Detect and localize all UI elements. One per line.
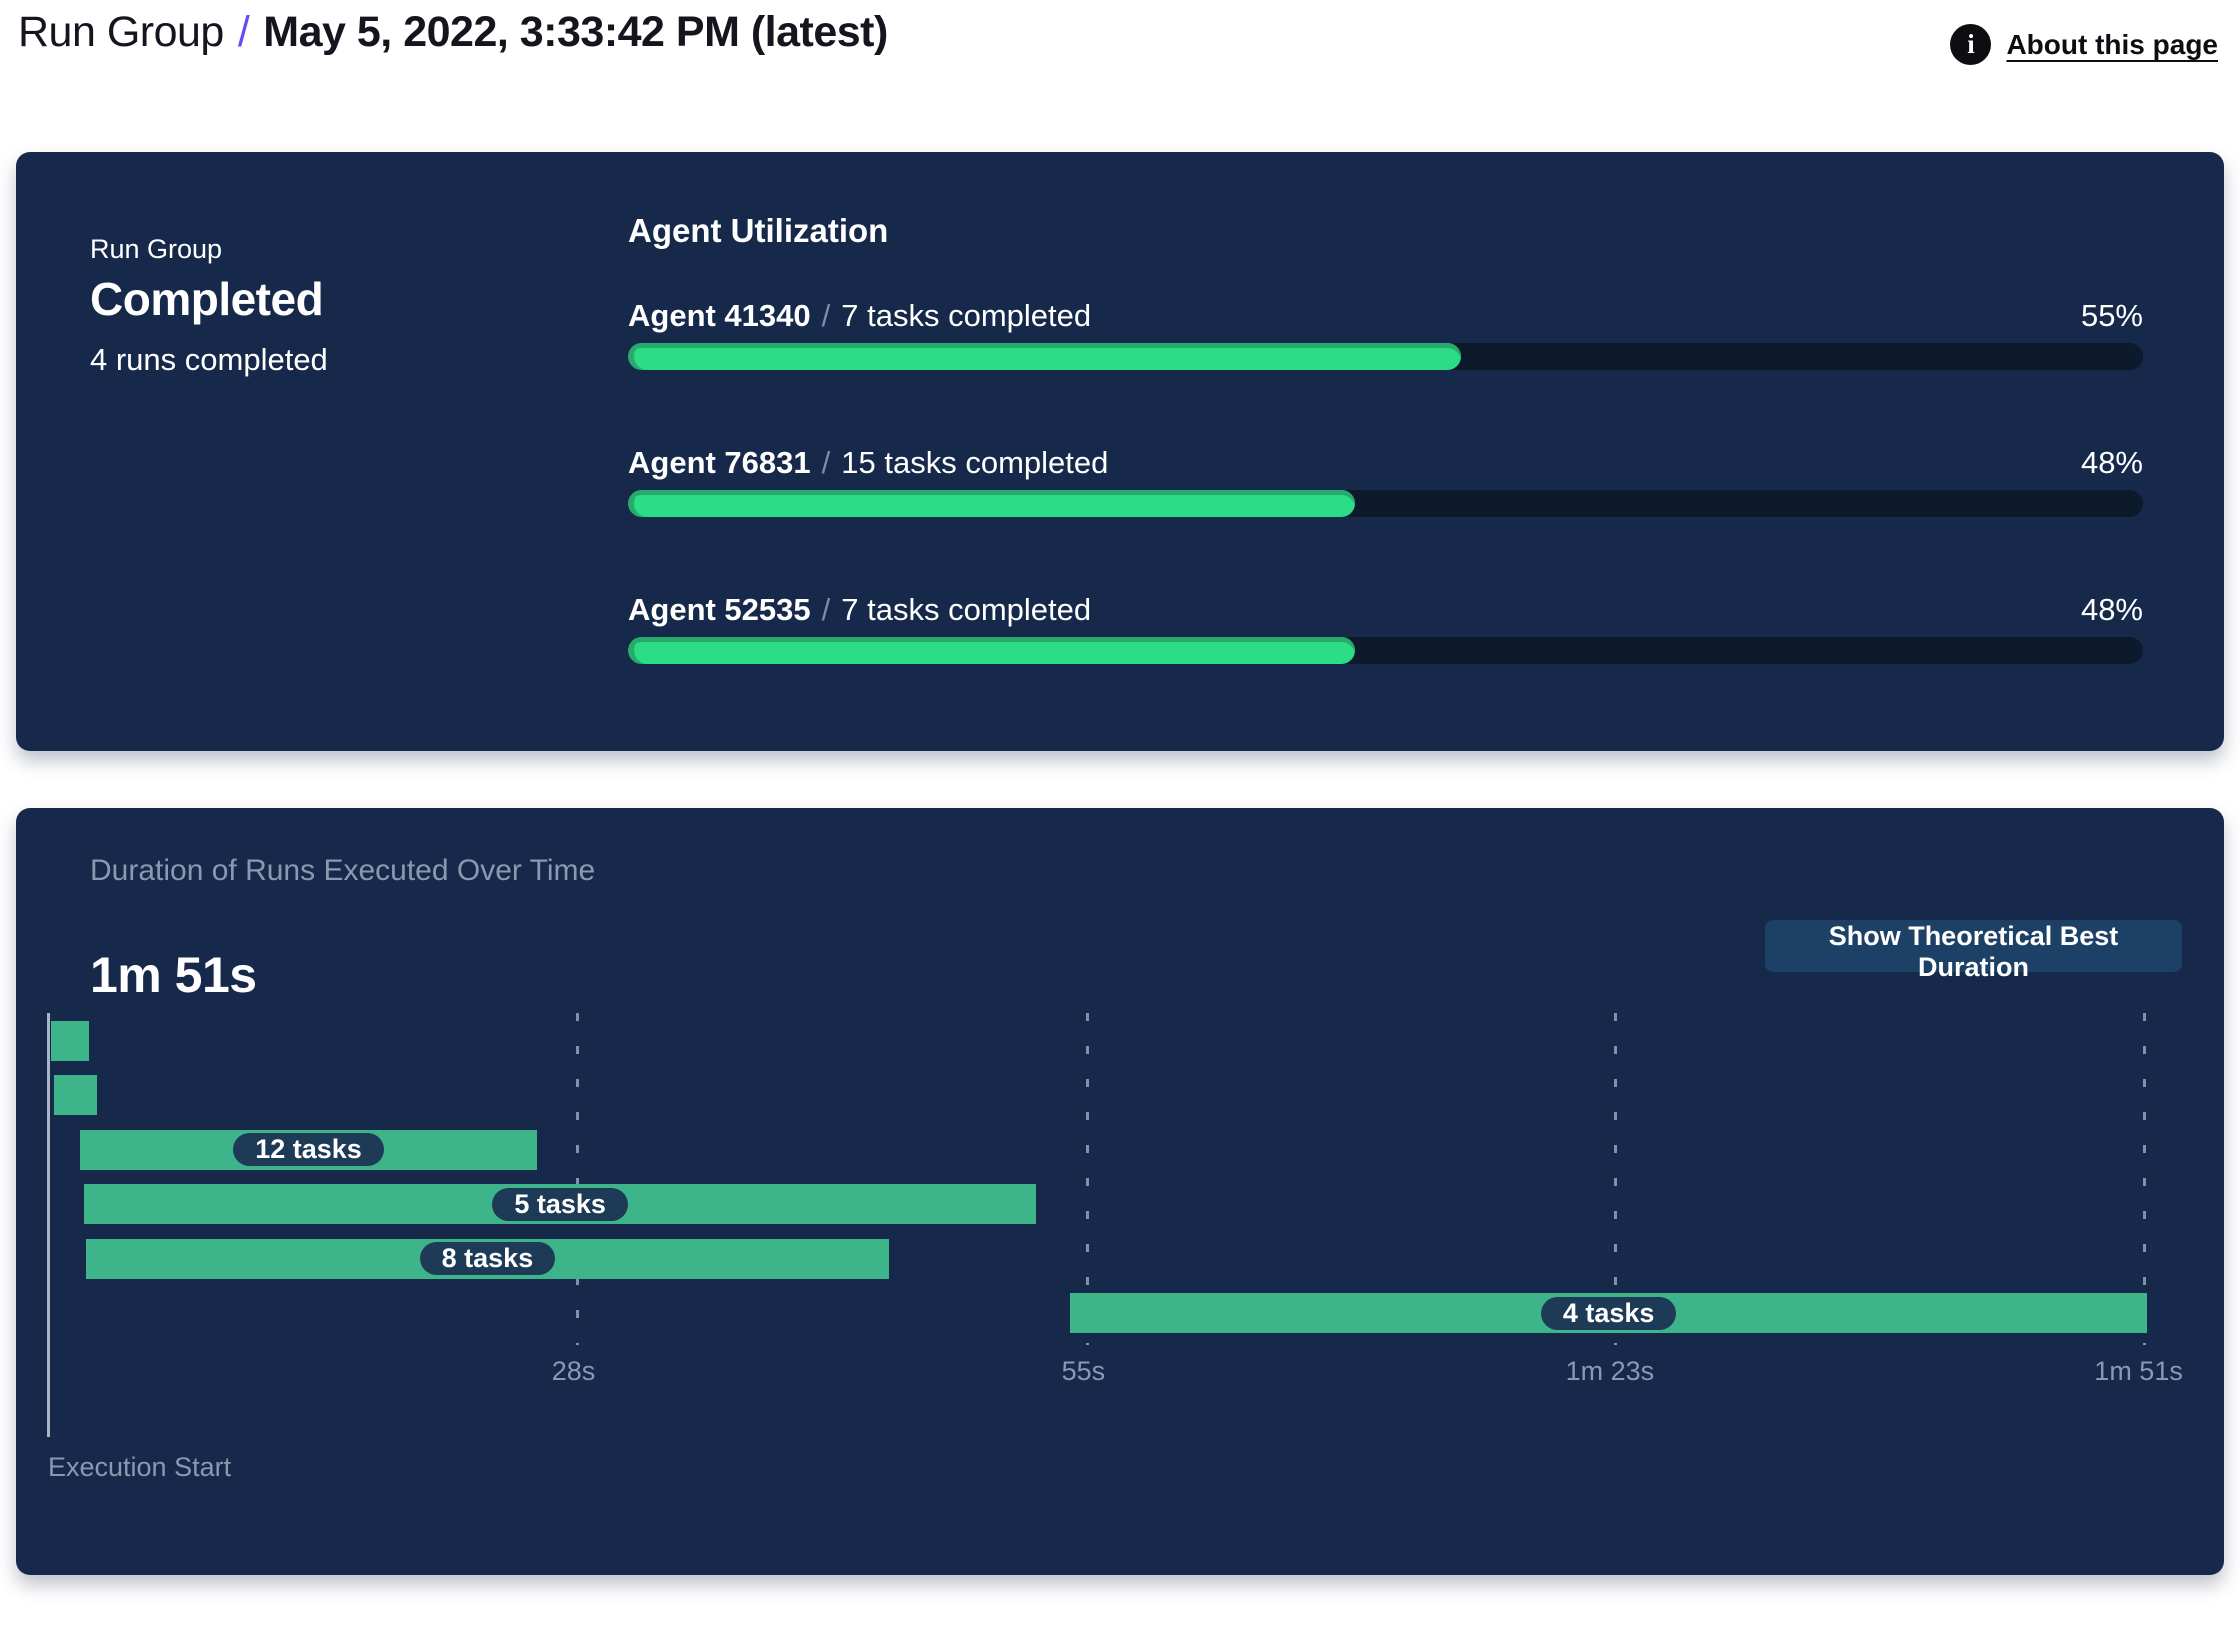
agent-name: Agent 76831 [628, 445, 811, 480]
gantt-bar[interactable] [50, 1021, 89, 1061]
agent-row: Agent 41340 / 7 tasks completed 55% [628, 298, 2143, 370]
progress-track [628, 343, 2143, 370]
tick-label: 55s [1061, 1356, 1106, 1386]
tick-label: 28s [551, 1356, 596, 1386]
agent-label-line: Agent 76831 / 15 tasks completed 48% [628, 445, 2143, 486]
gantt-bar[interactable] [53, 1075, 98, 1116]
task-count-badge: 4 tasks [1540, 1296, 1677, 1330]
agent-label-line: Agent 52535 / 7 tasks completed 48% [628, 592, 2143, 633]
tick-label: 1m 51s [2094, 1356, 2183, 1386]
about-this-page-link[interactable]: i About this page [1950, 24, 2218, 65]
about-link-label: About this page [2006, 28, 2218, 60]
agent-row: Agent 76831 / 15 tasks completed 48% [628, 445, 2143, 517]
run-group-label: Run Group [90, 234, 223, 264]
run-group-summary-panel: Run Group Completed 4 runs completed Age… [16, 152, 2224, 751]
chart-axis-line [47, 1013, 50, 1437]
run-timestamp-title: May 5, 2022, 3:33:42 PM (latest) [263, 8, 888, 56]
page-header: Run Group / May 5, 2022, 3:33:42 PM (lates… [0, 0, 2240, 90]
duration-chart-subtitle: Duration of Runs Executed Over Time [90, 854, 596, 887]
task-count-badge: 12 tasks [233, 1133, 384, 1167]
agent-name: Agent 41340 [628, 298, 811, 333]
gridline [1614, 1013, 1618, 1345]
info-icon: i [1950, 24, 1992, 65]
total-duration-value: 1m 51s [90, 947, 257, 1003]
progress-fill [628, 343, 1462, 370]
task-count-badge: 8 tasks [419, 1242, 556, 1276]
run-group-status: Completed [90, 273, 324, 325]
agent-tasks-completed: 7 tasks completed [841, 592, 1092, 627]
progress-fill [628, 490, 1356, 517]
agent-label-line: Agent 41340 / 7 tasks completed 55% [628, 298, 2143, 339]
duration-panel: Duration of Runs Executed Over Time 1m 5… [16, 808, 2224, 1575]
agent-separator: / [821, 445, 831, 480]
runs-completed-count: 4 runs completed [90, 342, 328, 377]
gantt-bar[interactable]: 4 tasks [1070, 1293, 2147, 1333]
agent-utilization-percent: 48% [2080, 445, 2143, 480]
agent-separator: / [821, 592, 831, 627]
gantt-bar[interactable]: 12 tasks [80, 1129, 537, 1170]
gridline [2143, 1013, 2146, 1345]
task-count-badge: 5 tasks [492, 1187, 628, 1221]
breadcrumb-run-group[interactable]: Run Group [18, 8, 224, 56]
gantt-bar[interactable]: 5 tasks [83, 1184, 1037, 1225]
execution-start-label: Execution Start [48, 1452, 232, 1482]
gantt-chart: 28s 55s 1m 23s 1m 51s 12 tasks 5 tasks 8 tasks… [16, 808, 2224, 1575]
show-theoretical-best-duration-button[interactable]: Show Theoretical Best Duration [1765, 920, 2182, 982]
progress-track [628, 490, 2143, 517]
progress-track [628, 637, 2143, 664]
gantt-bar[interactable]: 8 tasks [85, 1238, 890, 1279]
agent-separator: / [821, 298, 831, 333]
page-title: Run Group / May 5, 2022, 3:33:42 PM (lates… [18, 8, 888, 57]
tick-label: 1m 23s [1565, 1356, 1655, 1386]
gridline [575, 1013, 579, 1345]
agent-tasks-completed: 15 tasks completed [841, 445, 1109, 480]
agent-name: Agent 52535 [628, 592, 811, 627]
agent-utilization-title: Agent Utilization [628, 212, 889, 249]
agent-row: Agent 52535 / 7 tasks completed 48% [628, 592, 2143, 664]
gridline [1085, 1013, 1089, 1345]
breadcrumb-separator: / [237, 8, 250, 56]
agent-utilization-percent: 55% [2080, 298, 2143, 333]
agent-utilization-percent: 48% [2080, 592, 2143, 627]
progress-fill [628, 637, 1356, 664]
agent-tasks-completed: 7 tasks completed [841, 298, 1092, 333]
